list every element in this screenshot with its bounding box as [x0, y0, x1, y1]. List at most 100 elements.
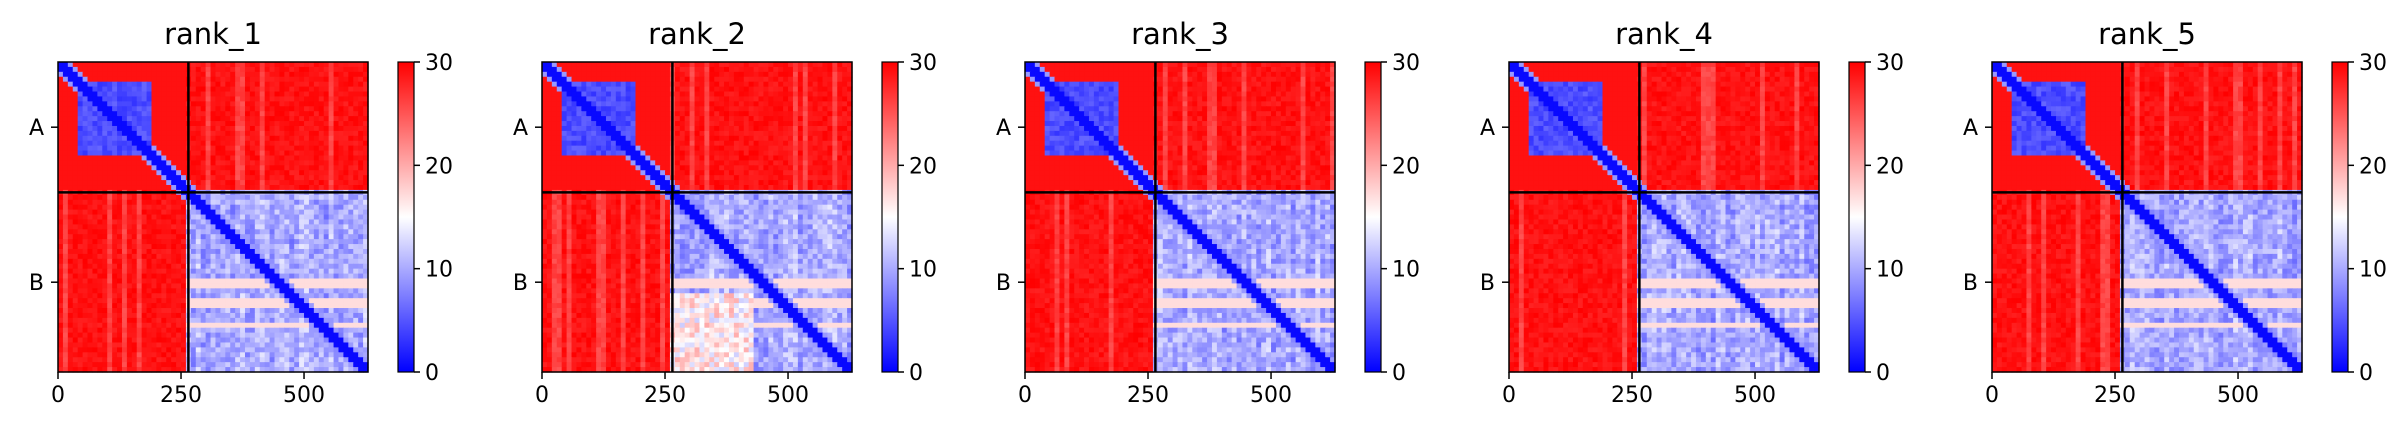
heatmap-cell	[151, 204, 158, 211]
heatmap-cell	[151, 101, 158, 107]
heatmap-cell	[117, 224, 123, 230]
heatmap-cell	[225, 352, 231, 358]
heatmap-cell	[308, 66, 315, 73]
heatmap-cell	[176, 278, 182, 285]
heatmap-cell	[117, 268, 123, 275]
heatmap-cell	[264, 352, 271, 358]
heatmap-cell	[146, 145, 153, 152]
heatmap-cell	[166, 91, 172, 98]
heatmap-cell	[107, 244, 113, 250]
heatmap-cell	[181, 130, 187, 137]
heatmap-cell	[215, 258, 221, 265]
heatmap-cell	[136, 278, 143, 285]
heatmap-cell	[171, 155, 177, 162]
heatmap-cell	[230, 175, 236, 181]
heatmap-cell	[788, 96, 794, 102]
heatmap-cell	[240, 357, 246, 363]
heatmap-cell	[323, 170, 330, 176]
heatmap-cell	[205, 165, 212, 171]
heatmap-cell	[308, 273, 315, 280]
heatmap-cell	[610, 66, 617, 73]
heatmap-cell	[190, 278, 197, 285]
heatmap-cell	[348, 263, 354, 270]
heatmap-cell	[827, 76, 833, 83]
heatmap-cell	[249, 308, 256, 314]
heatmap-cell	[620, 125, 627, 132]
heatmap-cell	[358, 81, 364, 88]
heatmap-cell	[235, 140, 241, 147]
heatmap-cell	[338, 130, 344, 137]
heatmap-cell	[308, 248, 315, 255]
heatmap-cell	[313, 209, 320, 216]
heatmap-cell	[146, 342, 153, 348]
heatmap-cell	[230, 209, 236, 216]
heatmap-cell	[299, 312, 305, 319]
heatmap-cell	[274, 293, 281, 299]
heatmap-cell	[136, 312, 143, 319]
heatmap-cell	[121, 288, 128, 294]
heatmap-cell	[77, 199, 84, 206]
heatmap-cell	[225, 342, 231, 348]
heatmap-cell	[215, 194, 221, 201]
heatmap-cell	[92, 175, 98, 181]
heatmap-cell	[97, 150, 103, 157]
heatmap-cell	[299, 111, 305, 117]
heatmap-cell	[166, 111, 172, 117]
heatmap-cell	[323, 209, 330, 216]
heatmap-cell	[313, 135, 320, 142]
heatmap-cell	[313, 312, 320, 319]
heatmap-cell	[210, 283, 217, 289]
heatmap-cell	[176, 332, 182, 339]
heatmap-cell	[748, 66, 755, 73]
heatmap-cell	[205, 204, 212, 211]
heatmap-cell	[161, 367, 167, 373]
heatmap-cell	[171, 283, 177, 289]
heatmap-cell	[299, 337, 305, 344]
heatmap-cell	[576, 71, 582, 78]
heatmap-cell	[131, 303, 138, 309]
heatmap-cell	[220, 352, 226, 358]
heatmap-cell	[279, 317, 285, 324]
heatmap-cell	[353, 268, 359, 275]
heatmap-cell	[97, 96, 103, 102]
heatmap-cell	[195, 106, 202, 112]
heatmap-cell	[151, 180, 158, 186]
heatmap-cell	[166, 357, 172, 363]
heatmap-cell	[220, 288, 226, 294]
heatmap-cell	[620, 135, 627, 142]
heatmap-cell	[353, 209, 359, 216]
heatmap-cell	[338, 293, 344, 299]
heatmap-cell	[121, 204, 128, 211]
heatmap-cell	[151, 322, 158, 329]
heatmap-cell	[714, 96, 720, 102]
heatmap-cell	[358, 337, 364, 344]
heatmap-cell	[338, 248, 344, 255]
heatmap-cell	[190, 367, 197, 373]
heatmap-cell	[215, 71, 221, 78]
heatmap-cell	[313, 204, 320, 211]
heatmap-cell	[220, 140, 226, 147]
heatmap-cell	[166, 229, 172, 235]
heatmap-cell	[348, 185, 354, 191]
heatmap-cell	[655, 96, 661, 102]
heatmap-cell	[299, 283, 305, 289]
heatmap-cell	[136, 308, 143, 314]
heatmap-cell	[161, 150, 167, 157]
heatmap-cell	[542, 86, 548, 93]
heatmap-cell	[333, 219, 340, 225]
heatmap-cell	[190, 244, 197, 250]
heatmap-cell	[269, 293, 276, 299]
heatmap-cell	[82, 224, 89, 230]
heatmap-cell	[363, 71, 369, 78]
heatmap-cell	[121, 71, 128, 78]
heatmap-cell	[546, 66, 553, 73]
heatmap-cell	[190, 352, 197, 358]
heatmap-cell	[117, 160, 123, 166]
heatmap-cell	[605, 106, 612, 112]
heatmap-cell	[181, 209, 187, 216]
heatmap-cell	[210, 135, 217, 142]
heatmap-cell	[240, 150, 246, 157]
heatmap-cell	[274, 130, 281, 137]
heatmap-cell	[190, 71, 197, 78]
heatmap-cell	[195, 66, 202, 73]
